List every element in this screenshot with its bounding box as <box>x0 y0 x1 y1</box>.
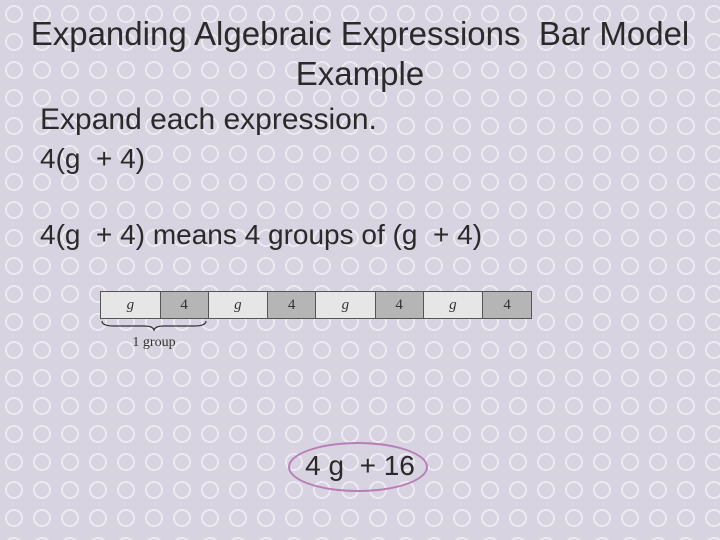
slide-title: Expanding Algebraic Expressions Bar Mode… <box>0 0 720 93</box>
bar-cell: 4 <box>268 292 316 318</box>
bar-model-container: g4g4g4g4 <box>0 251 720 319</box>
bar-cell: g <box>209 292 269 318</box>
bar-cell: 4 <box>376 292 424 318</box>
brace-icon <box>100 319 208 333</box>
bar-cell: g <box>316 292 376 318</box>
answer-container: 4 g + 16 <box>270 450 450 482</box>
bar-model: g4g4g4g4 <box>100 291 532 319</box>
bar-cell: 4 <box>483 292 531 318</box>
meaning-text: 4(g + 4) means 4 groups of (g + 4) <box>0 175 720 251</box>
answer-text: 4 g + 16 <box>270 450 450 482</box>
bar-cell: 4 <box>161 292 209 318</box>
expression-text: 4(g + 4) <box>0 137 720 175</box>
bar-cell: g <box>101 292 161 318</box>
brace-container: 1 group <box>0 319 208 351</box>
brace-label: 1 group <box>100 333 208 351</box>
bar-cell: g <box>424 292 484 318</box>
instruction-text: Expand each expression. <box>0 93 720 137</box>
